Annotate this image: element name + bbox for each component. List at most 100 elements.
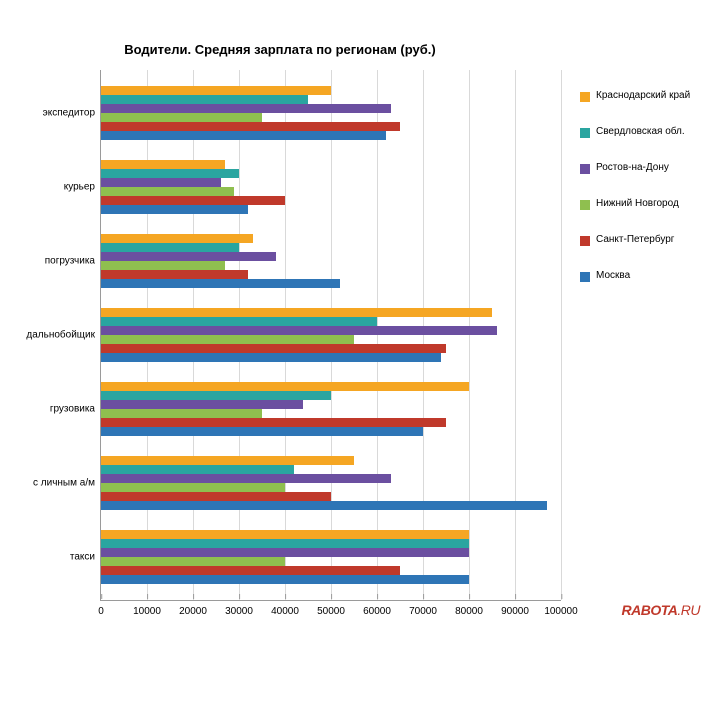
bar — [101, 308, 492, 317]
legend-swatch — [580, 272, 590, 282]
category-group: экспедитор — [101, 86, 561, 140]
bar — [101, 465, 294, 474]
bar — [101, 548, 469, 557]
legend-label: Свердловская обл. — [596, 126, 685, 138]
bar — [101, 243, 239, 252]
legend-swatch — [580, 164, 590, 174]
bar — [101, 169, 239, 178]
bar — [101, 160, 225, 169]
category-group: дальнобойщик — [101, 308, 561, 362]
x-tick-label: 40000 — [271, 606, 299, 617]
category-label: экспедитор — [43, 108, 101, 119]
x-tick: 0 — [98, 600, 104, 617]
bar — [101, 270, 248, 279]
bar — [101, 344, 446, 353]
legend-item: Ростов-на-Дону — [580, 162, 710, 174]
category-label: дальнобойщик — [26, 330, 101, 341]
bar — [101, 539, 469, 548]
watermark: RABOTA.RU — [622, 602, 700, 620]
x-tick: 80000 — [455, 600, 483, 617]
bar — [101, 427, 423, 436]
bar — [101, 353, 441, 362]
x-tick-label: 30000 — [225, 606, 253, 617]
legend-item: Свердловская обл. — [580, 126, 710, 138]
bar — [101, 122, 400, 131]
legend-label: Санкт-Петербург — [596, 234, 674, 246]
plot-area: 0100002000030000400005000060000700008000… — [100, 70, 561, 601]
bar — [101, 131, 386, 140]
x-tick: 90000 — [501, 600, 529, 617]
x-tick-label: 70000 — [409, 606, 437, 617]
legend-item: Краснодарский край — [580, 90, 710, 102]
bar — [101, 196, 285, 205]
x-tick-label: 100000 — [544, 606, 577, 617]
x-tick: 50000 — [317, 600, 345, 617]
bar — [101, 326, 497, 335]
grid-line — [561, 70, 562, 600]
category-group: курьер — [101, 160, 561, 214]
x-tick: 100000 — [544, 600, 577, 617]
legend-item: Санкт-Петербург — [580, 234, 710, 246]
chart-container: Водители. Средняя зарплата по регионам (… — [0, 0, 720, 720]
category-label: грузовика — [50, 404, 101, 415]
x-tick: 10000 — [133, 600, 161, 617]
bar — [101, 530, 469, 539]
bar — [101, 187, 234, 196]
legend-swatch — [580, 200, 590, 210]
legend-swatch — [580, 92, 590, 102]
legend-label: Краснодарский край — [596, 90, 690, 102]
category-group: погрузчика — [101, 234, 561, 288]
chart-title: Водители. Средняя зарплата по регионам (… — [0, 42, 560, 57]
legend-label: Ростов-на-Дону — [596, 162, 669, 174]
legend-swatch — [580, 236, 590, 246]
bar — [101, 474, 391, 483]
x-tick-label: 20000 — [179, 606, 207, 617]
x-tick-label: 60000 — [363, 606, 391, 617]
legend-item: Москва — [580, 270, 710, 282]
bar — [101, 575, 469, 584]
category-group: такси — [101, 530, 561, 584]
x-tick-label: 80000 — [455, 606, 483, 617]
bar — [101, 557, 285, 566]
bar — [101, 234, 253, 243]
bar — [101, 335, 354, 344]
bar — [101, 418, 446, 427]
bar — [101, 95, 308, 104]
bar — [101, 205, 248, 214]
bar — [101, 382, 469, 391]
bar — [101, 456, 354, 465]
watermark-bold: RABOTA — [622, 602, 678, 618]
category-label: такси — [70, 552, 101, 563]
category-label: погрузчика — [45, 256, 101, 267]
legend-label: Москва — [596, 270, 630, 282]
bar — [101, 566, 400, 575]
bar — [101, 86, 331, 95]
bar — [101, 104, 391, 113]
bar — [101, 113, 262, 122]
bar — [101, 492, 331, 501]
bar — [101, 391, 331, 400]
legend-swatch — [580, 128, 590, 138]
category-label: курьер — [64, 182, 101, 193]
bar — [101, 400, 303, 409]
x-tick-label: 10000 — [133, 606, 161, 617]
x-tick-label: 90000 — [501, 606, 529, 617]
bar — [101, 483, 285, 492]
x-tick-label: 0 — [98, 606, 104, 617]
bar — [101, 178, 221, 187]
legend: Краснодарский край Свердловская обл. Росто… — [580, 90, 710, 306]
bar — [101, 317, 377, 326]
bar — [101, 252, 276, 261]
category-label: с личным а/м — [33, 478, 101, 489]
watermark-thin: .RU — [677, 602, 700, 618]
legend-label: Нижний Новгород — [596, 198, 679, 210]
bar — [101, 501, 547, 510]
x-tick: 20000 — [179, 600, 207, 617]
bar — [101, 261, 225, 270]
x-tick: 60000 — [363, 600, 391, 617]
x-tick: 30000 — [225, 600, 253, 617]
legend-item: Нижний Новгород — [580, 198, 710, 210]
category-group: с личным а/м — [101, 456, 561, 510]
x-tick: 40000 — [271, 600, 299, 617]
x-tick-label: 50000 — [317, 606, 345, 617]
